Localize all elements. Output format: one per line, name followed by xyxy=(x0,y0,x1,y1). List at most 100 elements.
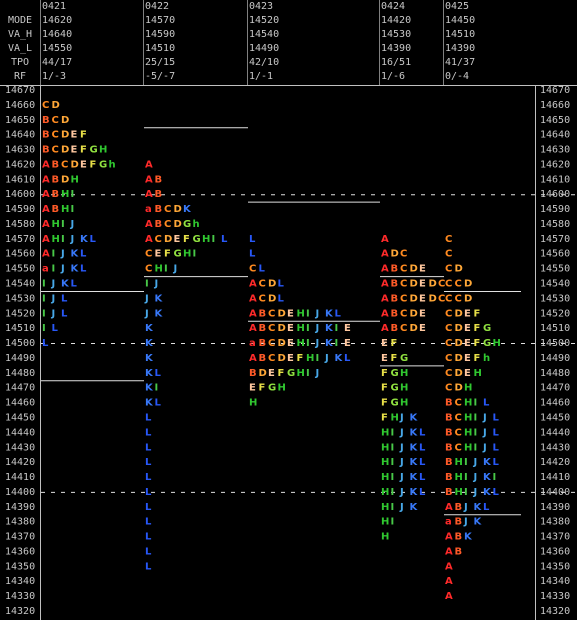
price-label: 14440 xyxy=(540,427,570,438)
price-label: 14630 xyxy=(5,145,35,156)
tpo-row: A B C DGh xyxy=(145,219,200,230)
tpo-row: L xyxy=(145,561,152,572)
price-label: 14580 xyxy=(540,219,570,230)
price-label: 14370 xyxy=(5,532,35,543)
tpo-row: B HI J K I xyxy=(445,472,496,483)
tpo-row: L xyxy=(145,412,152,423)
tpo-row: L xyxy=(145,427,152,438)
price-label: 14450 xyxy=(5,412,35,423)
price-label: 14610 xyxy=(540,174,570,185)
price-label: 14350 xyxy=(5,561,35,572)
tpo-row: A C DL xyxy=(249,279,285,290)
price-label: 14460 xyxy=(5,398,35,409)
tpo-row: C DH xyxy=(445,383,472,394)
price-label: 14660 xyxy=(5,100,35,111)
price-label: 14600 xyxy=(5,189,35,200)
tpo-row: A xyxy=(381,234,389,245)
tpo-row: L xyxy=(145,487,152,498)
price-label: 14510 xyxy=(5,323,35,334)
tpo-row: HI J K L xyxy=(381,427,426,438)
tpo-row: C xyxy=(445,249,452,260)
price-label: 14430 xyxy=(5,442,35,453)
price-label: 14380 xyxy=(5,517,35,528)
tpo-row: a B C DK xyxy=(145,204,192,215)
day-stat: 1/-6 xyxy=(381,71,405,82)
price-label: 14340 xyxy=(5,576,35,587)
tpo-row: A B C DE DC xyxy=(381,293,445,304)
tpo-row: A xyxy=(445,591,453,602)
header-label: VA_H xyxy=(8,29,32,40)
tpo-row: F GH xyxy=(381,368,408,379)
price-label: 14320 xyxy=(5,606,35,617)
price-label: 14460 xyxy=(540,398,570,409)
price-label: 14630 xyxy=(540,145,570,156)
price-label: 14510 xyxy=(540,323,570,334)
day-stat: 14590 xyxy=(145,29,175,40)
price-label: 14660 xyxy=(540,100,570,111)
price-label: 14440 xyxy=(5,427,35,438)
tpo-row: A B C DE DC xyxy=(381,279,445,290)
price-label: 14550 xyxy=(5,264,35,275)
price-label: 14470 xyxy=(540,383,570,394)
header-label: TPO xyxy=(11,57,29,68)
day-stat: 16/51 xyxy=(381,57,411,68)
tpo-row: HI J K L xyxy=(381,457,426,468)
price-label: 14410 xyxy=(540,472,570,483)
price-label: 14410 xyxy=(5,472,35,483)
price-label: 14540 xyxy=(5,279,35,290)
tpo-row: L xyxy=(145,532,152,543)
price-label: 14670 xyxy=(540,85,570,96)
price-label: 14590 xyxy=(5,204,35,215)
tpo-row: B DE F GHI J xyxy=(249,368,319,379)
tpo-row: A C DL xyxy=(249,293,285,304)
tpo-row: L xyxy=(249,249,256,260)
price-label: 14420 xyxy=(5,457,35,468)
tpo-row: L xyxy=(145,472,152,483)
price-label: 14610 xyxy=(5,174,35,185)
tpo-row: HI J K xyxy=(381,502,419,513)
price-label: 14400 xyxy=(540,487,570,498)
tpo-row: E F GH xyxy=(249,383,286,394)
day-stat: 14490 xyxy=(249,43,279,54)
tpo-row: C DE F G xyxy=(445,323,491,334)
tpo-row: A B C DE F Gh xyxy=(42,159,116,170)
day-stat: 14640 xyxy=(42,29,72,40)
price-label: 14640 xyxy=(5,130,35,141)
day-stat: 14390 xyxy=(381,43,411,54)
tpo-row: L xyxy=(42,338,49,349)
price-label: 14530 xyxy=(540,293,570,304)
tpo-row: A B C DE HI J K L xyxy=(249,308,342,319)
tpo-row: C E F GHI xyxy=(145,249,196,260)
day-stat: 41/37 xyxy=(445,57,475,68)
price-label: 14500 xyxy=(5,338,35,349)
tpo-row: A xyxy=(445,561,453,572)
day-date: 0421 xyxy=(42,1,66,12)
tpo-row: HI xyxy=(381,517,394,528)
tpo-row: A xyxy=(145,159,153,170)
price-label: 14520 xyxy=(5,308,35,319)
tpo-row: A HI J K L xyxy=(42,234,97,245)
price-label: 14420 xyxy=(540,457,570,468)
day-stat: 25/15 xyxy=(145,57,175,68)
price-label: 14580 xyxy=(5,219,35,230)
price-label: 14560 xyxy=(5,249,35,260)
tpo-row: A B C DE HI J K I E xyxy=(249,323,351,334)
price-label: 14570 xyxy=(540,234,570,245)
tpo-row: B C HI J L xyxy=(445,442,500,453)
price-label: 14560 xyxy=(540,249,570,260)
tpo-row: F GH xyxy=(381,383,408,394)
tpo-row: K xyxy=(145,353,154,364)
day-stat: 14420 xyxy=(381,15,411,26)
tpo-row: HI J K L xyxy=(381,472,426,483)
